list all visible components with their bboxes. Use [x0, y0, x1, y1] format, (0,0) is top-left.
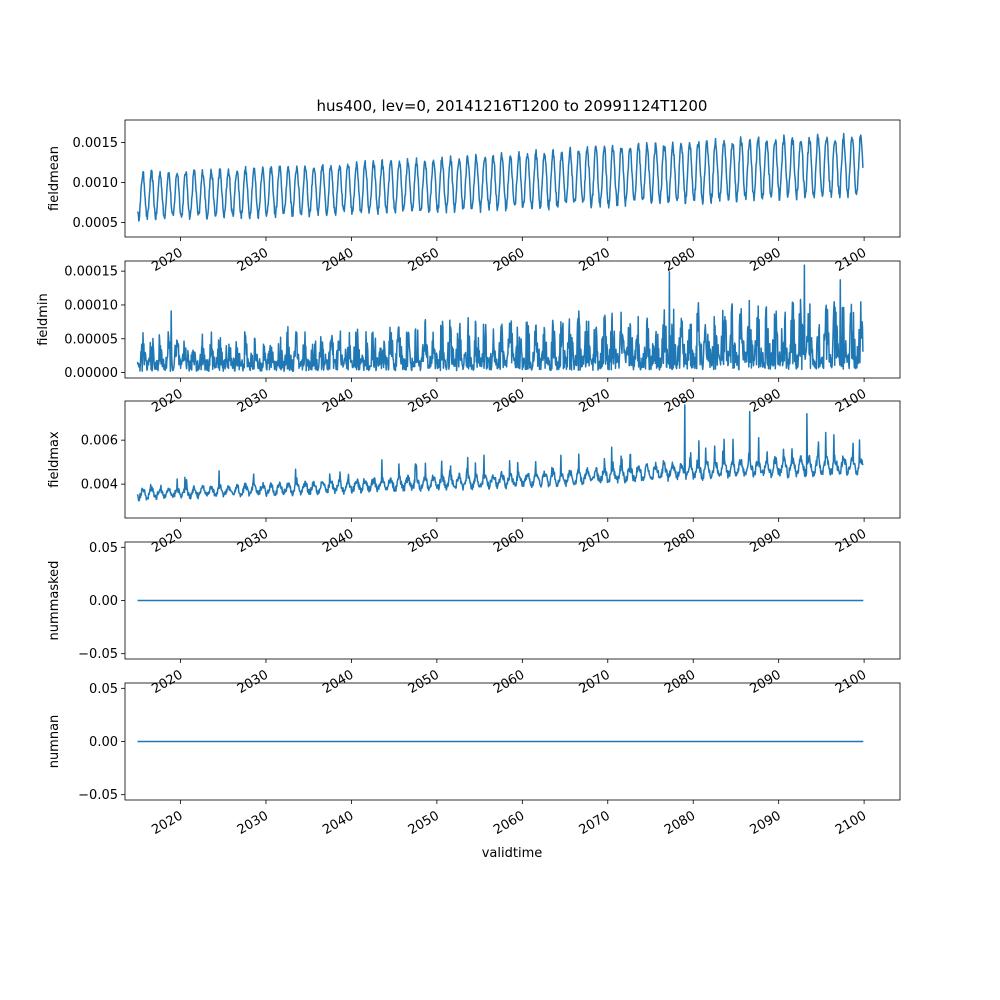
y-tick-label: 0.05: [89, 682, 118, 697]
y-tick-label: −0.05: [78, 647, 118, 662]
series-line-fieldmean: [136, 132, 864, 222]
chart-title: hus400, lev=0, 20141216T1200 to 20991124…: [317, 97, 708, 115]
y-tick-label: 0.0005: [73, 216, 119, 231]
y-tick-label: 0.00000: [64, 366, 118, 381]
y-tick-label: 0.0010: [73, 176, 119, 191]
series-line-fieldmax: [136, 404, 864, 502]
y-tick-label: 0.00: [89, 735, 118, 750]
y-axis-label: fieldmax: [47, 431, 62, 488]
series-line-fieldmin: [136, 264, 864, 372]
plot-frame: [124, 119, 901, 238]
y-tick-label: 0.00: [89, 594, 118, 609]
y-tick-label: 0.00010: [64, 298, 118, 313]
y-tick-label: 0.00005: [64, 332, 118, 347]
y-axis-label: fieldmean: [47, 146, 62, 211]
y-axis-label: nummasked: [47, 561, 62, 641]
y-tick-label: 0.006: [81, 434, 118, 449]
y-tick-label: 0.0015: [73, 136, 119, 151]
y-axis-label: numnan: [47, 715, 62, 769]
y-tick-label: −0.05: [78, 788, 118, 803]
y-tick-label: 0.05: [89, 541, 118, 556]
x-axis-label: validtime: [482, 846, 543, 861]
plot-frame: [124, 260, 901, 379]
y-tick-label: 0.004: [81, 478, 118, 493]
y-axis-label: fieldmin: [36, 293, 51, 346]
plot-frame: [124, 400, 901, 519]
y-tick-label: 0.00015: [64, 265, 118, 280]
